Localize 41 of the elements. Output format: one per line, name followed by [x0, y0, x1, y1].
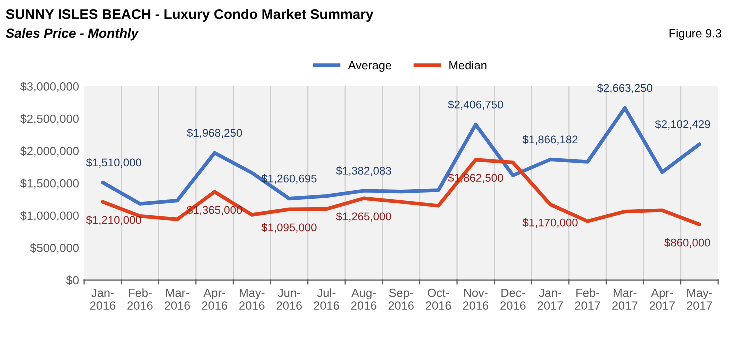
data-label: $2,102,429	[655, 120, 710, 130]
x-tick-label: Jan- 2016	[90, 289, 116, 310]
x-tick-label: Jun- 2016	[276, 289, 302, 310]
legend-label: Average	[348, 61, 392, 72]
x-tick-label: Mar- 2017	[612, 289, 638, 310]
x-tick-label: Feb- 2016	[128, 288, 153, 310]
x-tick-label: Sep- 2016	[388, 288, 414, 310]
y-tick-label: $3,000,000	[20, 82, 79, 92]
data-label: $860,000	[664, 238, 710, 248]
data-label: $1,382,083	[336, 166, 392, 176]
data-label: $1,265,000	[336, 212, 392, 222]
y-tick-label: $1,000,000	[20, 211, 79, 222]
x-tick-label: Apr- 2016	[202, 289, 228, 310]
y-tick-label: $500,000	[30, 244, 79, 254]
x-tick-label: Apr- 2017	[650, 289, 675, 310]
y-tick-label: $1,500,000	[20, 178, 79, 190]
data-label: $1,866,182	[522, 135, 578, 145]
y-tick-label: $0	[66, 276, 79, 286]
x-tick-label: Nov- 2016	[463, 289, 489, 310]
data-label: $2,406,750	[448, 100, 504, 110]
data-label: $1,095,000	[262, 223, 317, 233]
data-label: $1,510,000	[86, 158, 142, 168]
x-tick-label: Oct- 2016	[426, 288, 452, 310]
chart-title: SUNNY ISLES BEACH - Luxury Condo Market Summary	[6, 9, 374, 22]
data-label: $1,210,000	[86, 216, 142, 226]
x-tick-label: Dec- 2016	[500, 289, 526, 310]
x-tick-label: May- 2017	[687, 289, 712, 310]
y-tick-label: $2,000,000	[20, 146, 79, 157]
x-tick-label: Aug- 2016	[351, 289, 377, 310]
x-tick-label: Feb- 2017	[575, 288, 600, 310]
chart-subtitle: Sales Price - Monthly	[6, 28, 140, 41]
data-label: $1,968,250	[187, 128, 242, 138]
y-tick-label: $2,500,000	[20, 114, 79, 125]
x-tick-label: Jan- 2017	[538, 289, 564, 310]
data-label: $1,170,000	[522, 218, 578, 228]
data-label: $2,663,250	[597, 84, 652, 94]
x-tick-label: May- 2016	[240, 289, 265, 310]
x-tick-label: Jul- 2016	[314, 288, 340, 310]
caption: Figure 9.3	[670, 29, 722, 40]
legend-label: Median	[450, 60, 487, 70]
x-tick-label: Mar- 2016	[165, 289, 190, 310]
